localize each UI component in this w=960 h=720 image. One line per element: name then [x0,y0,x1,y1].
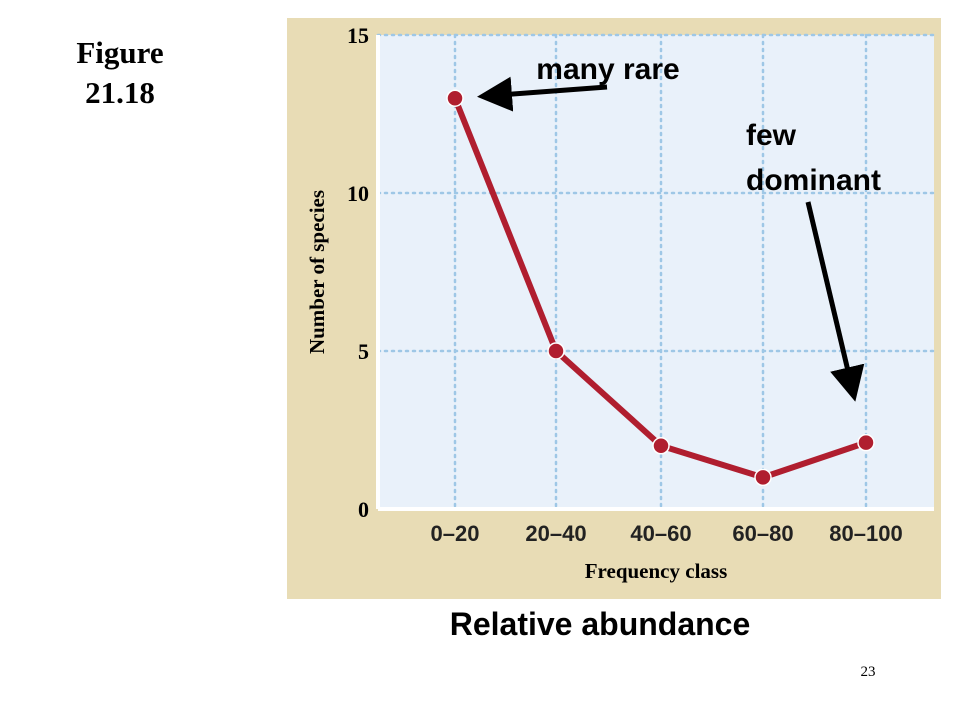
figure-label: Figure 21.18 [52,33,188,113]
data-point [857,433,875,452]
arrow-few-dominant [805,201,865,402]
data-point [754,468,772,487]
axes [376,35,934,511]
x-tick-label: 80–100 [829,521,902,546]
x-tick-label: 60–80 [732,521,793,546]
chart-caption: Relative abundance [449,606,751,642]
data-point [446,89,464,107]
y-axis-label: Number of species [305,190,329,354]
x-tick-label: 20–40 [525,521,586,546]
series-species-count [446,89,875,487]
figure-label-line1: Figure [76,35,164,70]
plot-area [378,35,934,509]
figure-label-line2: 21.18 [85,75,155,110]
annotation-few-dominant-line1: few [746,119,797,152]
y-tick-label: 0 [358,497,369,522]
x-axis-label: Frequency class [585,559,728,583]
y-tick-labels: 0 5 10 15 [347,23,369,522]
y-tick-label: 10 [347,181,369,206]
data-point [547,342,565,360]
annotation-few-dominant-line2: dominant [746,164,881,197]
page-number: 23 [860,664,876,680]
annotation-many-rare: many rare [536,53,679,86]
x-tick-label: 40–60 [630,521,691,546]
x-tick-labels: 0–20 20–40 40–60 60–80 80–100 [431,521,903,546]
y-tick-label: 15 [347,23,369,48]
arrow-many-rare [477,76,608,112]
y-tick-label: 5 [358,339,369,364]
data-point [652,437,670,455]
x-tick-label: 0–20 [431,521,480,546]
